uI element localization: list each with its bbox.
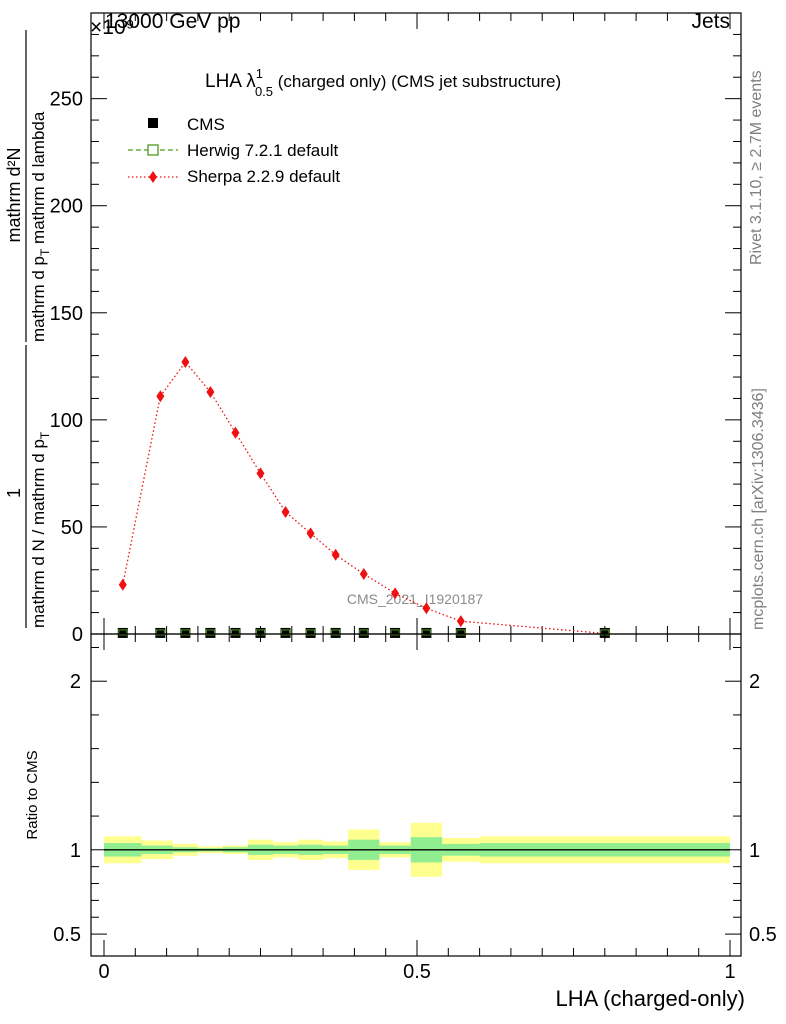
x-tick-label: 0 (98, 961, 109, 983)
legend-sherpa-marker (149, 171, 157, 183)
ratio-panel: 0.5 0.51 12 2 0 0.5 1 Ratio to CMS (24, 633, 777, 983)
y-label-denominator-rest: mathrm d lambda (29, 111, 48, 249)
main-frame (90, 12, 742, 635)
header-right-label: Jets (691, 10, 730, 33)
cms-point (205, 627, 216, 638)
ratio-x-ticks: 0 0.5 1 (98, 634, 736, 983)
chart-title-sup: 1 (256, 66, 263, 81)
chart-title-main: LHA λ (205, 71, 256, 92)
sherpa-point (181, 356, 190, 369)
main-y-tick-label: 50 (61, 517, 83, 539)
herwig-point (118, 629, 128, 636)
herwig-point (205, 629, 215, 636)
main-y-tick-label: 200 (50, 196, 83, 218)
ratio-y-ticks: 0.5 0.5 1 1 2 2 (53, 646, 777, 946)
ratio-y-tick-label: 2 (70, 671, 81, 693)
cms-point (117, 627, 128, 638)
legend-cms-label: CMS (187, 115, 225, 134)
cms-point (455, 627, 466, 638)
sherpa-point (156, 390, 165, 403)
main-x-ticks (103, 13, 731, 634)
x-tick-label: 1 (724, 961, 735, 983)
ratio-y-tick-label-right: 1 (749, 840, 760, 862)
main-y-label: 1 mathrm d N / mathrm d pT mathrm d²N ma… (4, 30, 52, 628)
herwig-point (456, 629, 466, 636)
sherpa-point (359, 568, 368, 581)
main-y-tick-label: 250 (50, 89, 83, 111)
cms-point (280, 627, 291, 638)
legend-herwig-marker (147, 144, 159, 156)
sherpa-point (281, 505, 290, 518)
mcplots-label: mcplots.cern.ch [arXiv:1306.3436] (750, 388, 767, 630)
ratio-y-label: Ratio to CMS (24, 750, 41, 839)
main-y-ticks: 0 50 100 150 200 250 (50, 12, 741, 646)
y-label-numerator: mathrm d²N (4, 147, 24, 242)
y-label-denominator-sub: T (38, 248, 52, 256)
sherpa-point (422, 602, 431, 615)
y-label-lead-numerator: 1 (4, 488, 24, 498)
y-label-lead-denominator: mathrm d N / mathrm d pT (29, 431, 52, 628)
sherpa-point (206, 386, 215, 399)
main-y-tick-label: 150 (50, 303, 83, 325)
chart-title: LHA λ1 0.5 (charged only) (CMS jet substr… (205, 66, 561, 99)
sherpa-line (122, 360, 605, 635)
ratio-y-tick-label-right: 2 (749, 671, 760, 693)
legend: CMS Herwig 7.2.1 default Sherpa 2.2.9 de… (128, 115, 340, 186)
ratio-frame (90, 633, 742, 957)
sherpa-point (118, 578, 127, 591)
herwig-point (359, 629, 369, 636)
x-tick-label: 0.5 (403, 961, 431, 983)
cms-point (305, 627, 316, 638)
cms-point (180, 627, 191, 638)
legend-cms-marker (148, 118, 158, 128)
cms-point (330, 627, 341, 638)
sherpa-point (231, 426, 240, 439)
y-label-denominator: mathrm d pT mathrm d lambda (29, 111, 52, 342)
cms-point (421, 627, 432, 638)
cms-points (117, 627, 610, 638)
y-label-denominator-main: mathrm d p (29, 256, 48, 342)
exponent-label: ×10⁹ (90, 16, 135, 39)
cms-point (230, 627, 241, 638)
legend-sherpa-label: Sherpa 2.2.9 default (187, 167, 340, 186)
chart-title-sub: 0.5 (255, 84, 273, 99)
cms-point (155, 627, 166, 638)
herwig-point (230, 629, 240, 636)
herwig-point (155, 629, 165, 636)
sherpa-point (256, 467, 265, 480)
ratio-y-tick-label: 1 (70, 840, 81, 862)
legend-herwig-label: Herwig 7.2.1 default (187, 141, 338, 160)
cms-point (390, 627, 401, 638)
header-left-label: 13000 GeV pp (105, 10, 240, 33)
cms-point (255, 627, 266, 638)
ratio-y-tick-label-right: 0.5 (749, 924, 777, 946)
herwig-point (281, 629, 291, 636)
chart-title-rest: (charged only) (CMS jet substructure) (273, 72, 561, 91)
x-axis-label: LHA (charged-only) (555, 986, 745, 1011)
main-panel: LHA λ1 0.5 (charged only) (CMS jet substr… (50, 12, 742, 646)
main-y-tick-label: 0 (72, 624, 83, 646)
main-y-tick-label: 100 (50, 410, 83, 432)
herwig-point (421, 629, 431, 636)
watermark-label: CMS_2021_I1920187 (347, 591, 483, 607)
y-label-lead-denominator-main: mathrm d N / mathrm d p (29, 439, 48, 628)
ratio-y-tick-label: 0.5 (53, 924, 81, 946)
sherpa-point (306, 527, 315, 540)
herwig-point (306, 629, 316, 636)
herwig-point (331, 629, 341, 636)
y-label-lead-denominator-sub: T (38, 431, 52, 439)
sherpa-point (456, 615, 465, 628)
cms-point (599, 627, 610, 638)
herwig-point (390, 629, 400, 636)
cms-point (358, 627, 369, 638)
sherpa-point (331, 548, 340, 561)
herwig-point (180, 629, 190, 636)
sherpa-point (391, 587, 400, 600)
rivet-label: Rivet 3.1.10, ≥ 2.7M events (748, 70, 765, 265)
